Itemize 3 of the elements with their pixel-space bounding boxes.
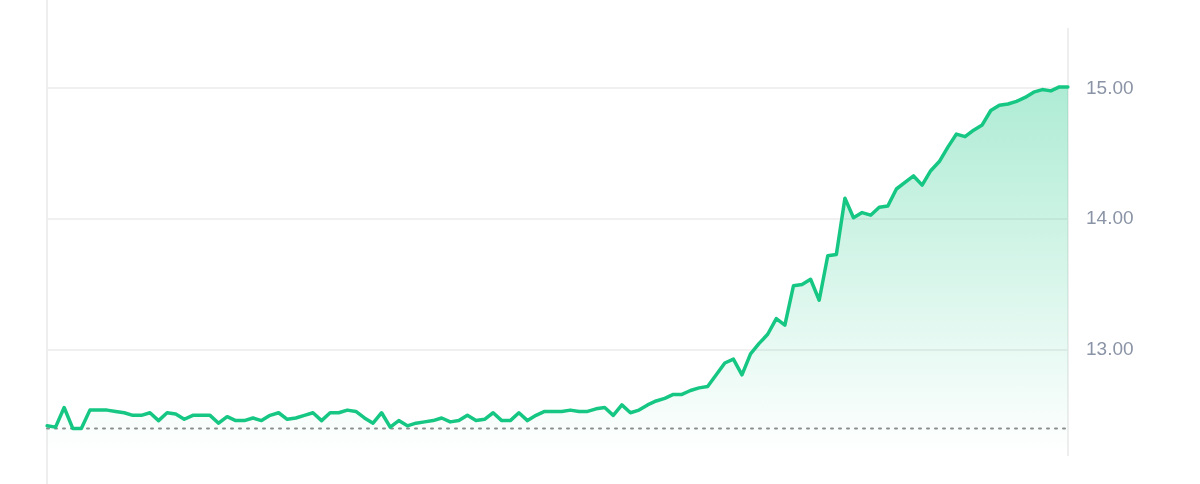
- y-tick-label: 13.00: [1086, 338, 1134, 360]
- y-tick-label: 15.00: [1086, 76, 1134, 98]
- y-tick-label: 14.00: [1086, 207, 1134, 229]
